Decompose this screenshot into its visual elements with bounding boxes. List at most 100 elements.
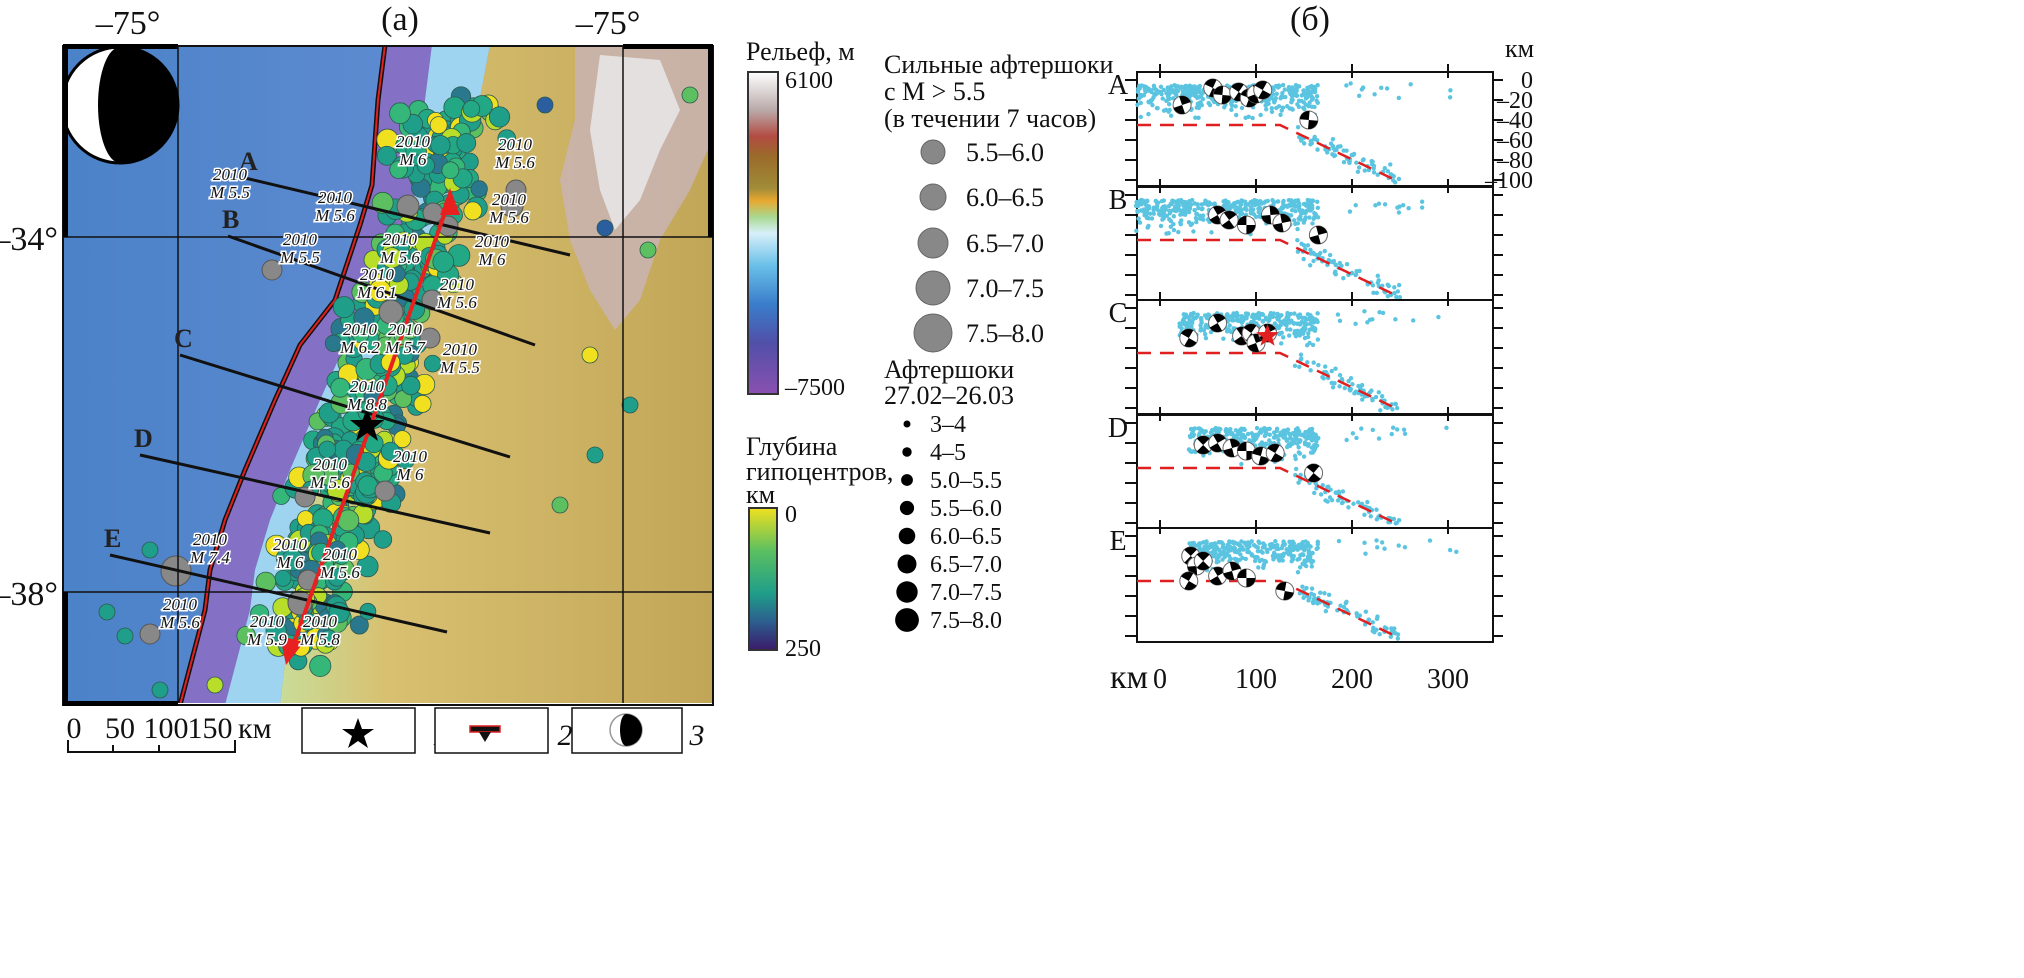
aftershock-point (1255, 548, 1261, 554)
depth-colorbar: Глубина гипоцентров, км 0 250 (746, 432, 893, 662)
quake-label-year: 2010 (360, 265, 395, 284)
aftershock-point (1348, 386, 1353, 392)
aftershock-point (1267, 438, 1272, 443)
quake-label-year: 2010 (273, 535, 308, 554)
aftershock-point (1359, 87, 1365, 92)
aftershock-legend-label: 7.0–7.5 (930, 580, 1002, 606)
y-tick-label: –40 (1496, 108, 1533, 134)
aftershock-point (1219, 540, 1224, 545)
aftershock-point (1336, 538, 1342, 544)
aftershock-dot (389, 160, 408, 179)
aftershock-point (1288, 213, 1294, 218)
aftershock-point (1238, 552, 1243, 557)
aftershock-dot (318, 440, 337, 459)
quake-label-year: 2010 (440, 275, 475, 294)
aftershock-point (1235, 199, 1240, 205)
aftershock-dot (206, 676, 224, 694)
focal-mechanism-icon (1236, 215, 1256, 235)
aftershock-point (1198, 323, 1203, 328)
legend-item-focal-mechanism: 3 (571, 707, 705, 754)
aftershock-point (1149, 88, 1154, 93)
aftershock-point (1273, 539, 1278, 544)
aftershock-point (1325, 150, 1330, 155)
aftershock-point (1271, 311, 1277, 316)
aftershock-point (1312, 89, 1318, 94)
aftershock-point (1384, 86, 1390, 91)
relief-max: 6100 (785, 68, 833, 94)
aftershock-point (1353, 203, 1358, 208)
aftershock-point (1356, 165, 1362, 170)
aftershock-point (1349, 152, 1354, 158)
aftershock-point (1295, 125, 1301, 130)
strong-legend-circle (915, 270, 951, 306)
aftershock-dot (681, 86, 699, 104)
aftershock-point (1323, 498, 1328, 503)
aftershock-point (1375, 172, 1380, 177)
quake-label-magnitude: M 5.5 (439, 358, 480, 377)
aftershock-point (1232, 540, 1238, 545)
quake-label-year: 2010 (318, 188, 353, 207)
aftershock-point (1225, 431, 1230, 436)
aftershock-point (1305, 334, 1311, 340)
quake-label-magnitude: M 5.6 (319, 563, 360, 582)
aftershock-point (1252, 558, 1258, 564)
aftershock-point (1235, 312, 1240, 318)
aftershock-point (1322, 248, 1327, 254)
aftershock-point (1273, 544, 1278, 549)
aftershock-point (1138, 114, 1143, 120)
aftershock-point (1388, 162, 1393, 167)
aftershock-point (1188, 313, 1194, 318)
aftershock-point (1254, 425, 1260, 431)
aftershock-point (1375, 280, 1381, 286)
aftershock-point (1256, 206, 1261, 211)
aftershock-dot (639, 241, 657, 259)
aftershock-point (1400, 203, 1406, 208)
aftershock-point (1250, 115, 1255, 121)
aftershock-point (1137, 199, 1142, 204)
aftershock-point (1368, 514, 1373, 519)
section-E: E (1109, 520, 1503, 643)
aftershock-point (1315, 147, 1320, 152)
slab-line (1137, 123, 1396, 182)
aftershock-point (1448, 88, 1453, 93)
scale-tick-50: 50 (105, 712, 135, 745)
aftershock-point (1280, 105, 1286, 110)
aftershock-point (1408, 82, 1413, 87)
aftershock-point (1286, 333, 1292, 338)
aftershock-point (1167, 208, 1172, 214)
scale-tick-100: 100 (144, 712, 189, 745)
y-axis-unit: км (1505, 34, 1534, 63)
aftershock-point (1276, 325, 1282, 331)
aftershock-point (1192, 201, 1197, 206)
aftershock-point (1189, 449, 1194, 455)
aftershock-point (1347, 159, 1352, 164)
aftershock-point (1161, 210, 1167, 216)
aftershock-point (1447, 95, 1453, 100)
aftershock-point (1301, 433, 1306, 438)
aftershock-dot (324, 334, 343, 353)
aftershock-point (1299, 241, 1304, 246)
aftershock-point (1373, 203, 1378, 208)
aftershock-point (1158, 223, 1164, 229)
aftershock-point (1308, 201, 1313, 207)
aftershock-point (1298, 217, 1303, 222)
arrow-head-north (440, 188, 460, 215)
focal-mechanism-icon (1172, 95, 1192, 115)
aftershock-point (1419, 199, 1425, 204)
focal-mechanism-quadrant (1254, 81, 1271, 99)
aftershock-point (1303, 215, 1308, 220)
aftershock-dot (432, 250, 455, 273)
aftershock-point (1168, 224, 1174, 229)
profile-line-D (139, 453, 491, 535)
aftershock-dot (376, 145, 397, 166)
aftershock-point (1370, 159, 1375, 164)
aftershock-point (1236, 205, 1242, 211)
aftershock-point (1285, 315, 1291, 320)
aftershock-point (1309, 445, 1314, 450)
aftershock-point (1347, 209, 1353, 214)
quake-label-magnitude: M 6 (399, 150, 427, 169)
aftershock-point (1178, 222, 1184, 227)
aftershock-legend-label: 5.5–6.0 (930, 496, 1002, 522)
aftershock-point (1315, 541, 1320, 547)
